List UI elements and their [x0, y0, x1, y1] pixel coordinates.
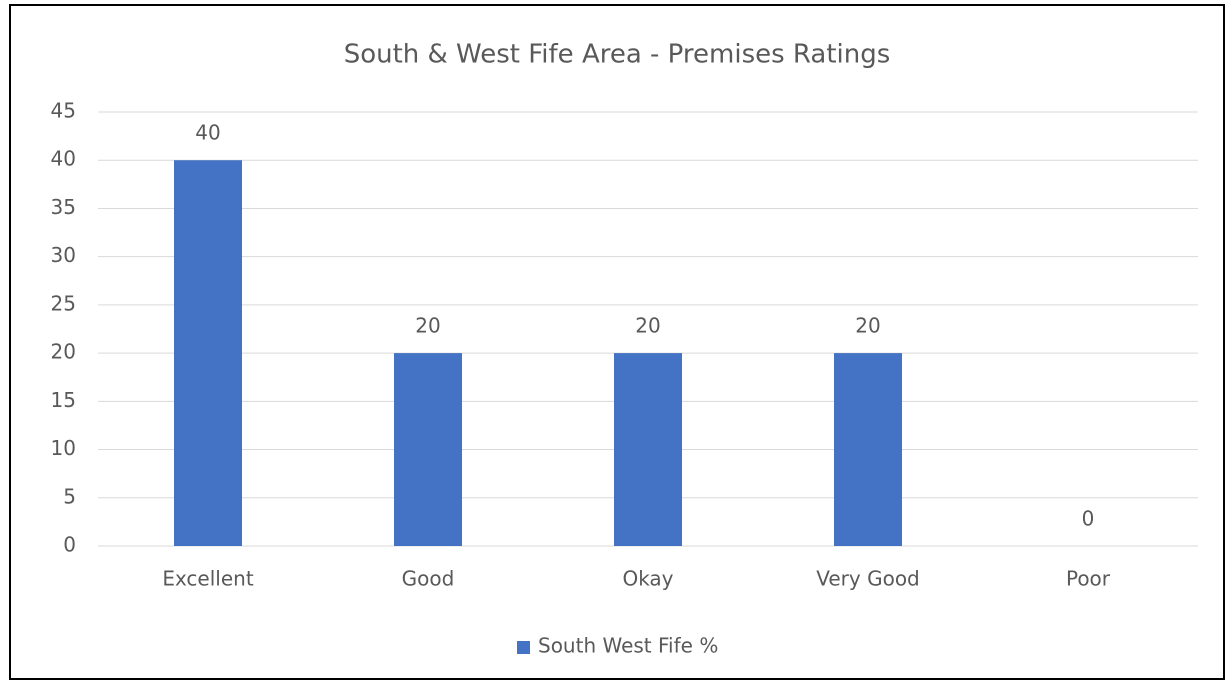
y-tick-label: 20	[51, 340, 76, 364]
bar	[174, 160, 242, 546]
bar	[614, 353, 682, 546]
y-tick-label: 15	[51, 388, 76, 412]
data-label: 20	[415, 314, 440, 338]
x-tick-label: Very Good	[816, 567, 920, 591]
y-tick-label: 30	[51, 243, 76, 267]
x-tick-label: Excellent	[162, 567, 254, 591]
y-tick-label: 35	[51, 195, 76, 219]
data-label: 0	[1082, 507, 1095, 531]
chart-title: South & West Fife Area - Premises Rating…	[344, 40, 891, 70]
legend-label: South West Fife %	[538, 634, 718, 658]
legend-swatch	[517, 641, 530, 654]
x-tick-label: Poor	[1066, 567, 1111, 591]
y-tick-label: 25	[51, 291, 76, 315]
x-tick-label: Good	[402, 567, 455, 591]
y-tick-label: 0	[63, 533, 76, 557]
x-tick-label: Okay	[622, 567, 673, 591]
bar	[394, 353, 462, 546]
data-label: 20	[635, 314, 660, 338]
y-tick-label: 40	[51, 147, 76, 171]
data-label: 40	[195, 121, 220, 145]
data-label: 20	[855, 314, 880, 338]
bar	[834, 353, 902, 546]
y-tick-label: 10	[51, 436, 76, 460]
y-tick-label: 5	[63, 484, 76, 508]
y-tick-label: 45	[51, 99, 76, 123]
